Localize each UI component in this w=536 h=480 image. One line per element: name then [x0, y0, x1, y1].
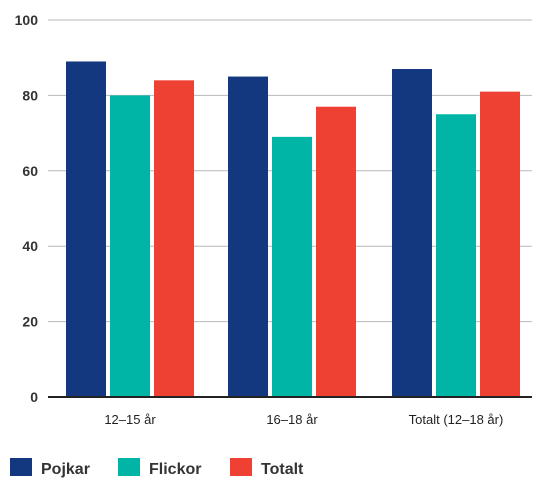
- bar-totalt-2: [316, 106, 356, 398]
- bar-flickor-1: [110, 95, 150, 398]
- x-category-label: Totalt (12–18 år): [409, 412, 504, 427]
- y-tick-label: 80: [22, 87, 38, 103]
- bars: [66, 61, 520, 398]
- x-category-label: 12–15 år: [104, 412, 156, 427]
- legend-label-pojkar: Pojkar: [41, 461, 90, 478]
- bar-totalt-1: [154, 80, 194, 397]
- x-axis-category-labels: 12–15 år 16–18 år Totalt (12–18 år): [104, 412, 503, 427]
- bar-pojkar-2: [228, 76, 268, 398]
- y-tick-label: 60: [22, 163, 38, 179]
- x-category-label: 16–18 år: [266, 412, 318, 427]
- y-tick-label: 0: [30, 389, 38, 405]
- bar-pojkar-1: [66, 61, 106, 397]
- y-tick-label: 20: [22, 314, 38, 330]
- bar-pojkar-3: [392, 69, 432, 397]
- legend-swatch-flickor: [118, 458, 140, 476]
- legend-label-totalt: Totalt: [261, 461, 304, 478]
- legend-swatch-pojkar: [10, 458, 32, 476]
- bar-totalt-3: [480, 91, 520, 397]
- legend-label-flickor: Flickor: [149, 461, 201, 478]
- legend: Pojkar Flickor Totalt: [10, 458, 304, 478]
- legend-swatch-totalt: [230, 458, 252, 476]
- y-tick-label: 100: [15, 12, 39, 28]
- y-axis-tick-labels: 0 20 40 60 80 100: [15, 12, 39, 405]
- bar-flickor-3: [436, 114, 476, 397]
- bar-flickor-2: [272, 136, 312, 397]
- y-tick-label: 40: [22, 238, 38, 254]
